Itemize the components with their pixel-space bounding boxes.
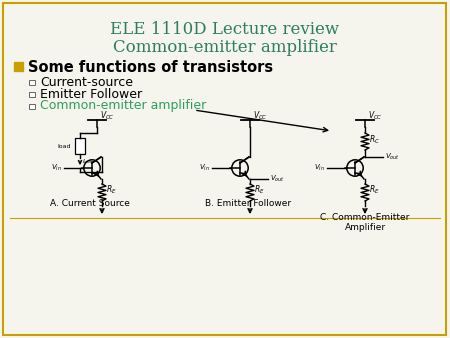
Text: $V_{in}$: $V_{in}$ [51,163,62,173]
Text: $V_{CC}$: $V_{CC}$ [100,109,115,121]
Text: $V_{in}$: $V_{in}$ [314,163,325,173]
Text: $R_E$: $R_E$ [106,183,117,195]
Text: $V_{CC}$: $V_{CC}$ [253,109,268,121]
Text: Current-source: Current-source [40,75,133,89]
Text: $V_{CC}$: $V_{CC}$ [368,109,382,121]
Text: $R_E$: $R_E$ [254,183,265,195]
Text: $R_E$: $R_E$ [369,183,380,195]
Text: Emitter Follower: Emitter Follower [40,88,142,100]
Bar [75,138,85,154]
Text: $V_{out}$: $V_{out}$ [385,152,400,162]
Text: Some functions of transistors: Some functions of transistors [28,59,273,74]
Text: Common-emitter amplifier: Common-emitter amplifier [40,99,206,113]
Text: B. Emitter Follower: B. Emitter Follower [205,199,291,208]
Bar [29,92,35,97]
FancyBboxPatch shape [3,3,446,335]
Text: C. Common-Emitter
Amplifier: C. Common-Emitter Amplifier [320,213,410,233]
Text: ELE 1110D Lecture review: ELE 1110D Lecture review [110,22,340,39]
Text: $V_{in}$: $V_{in}$ [199,163,210,173]
Bar [14,62,23,71]
Text: $V_{out}$: $V_{out}$ [270,174,285,184]
Bar [29,103,35,109]
Text: load: load [58,144,71,148]
Text: $R_C$: $R_C$ [369,133,380,145]
Text: A. Current Source: A. Current Source [50,199,130,208]
Text: $I_{out}$: $I_{out}$ [82,157,93,166]
Text: Common-emitter amplifier: Common-emitter amplifier [113,39,337,55]
Bar [29,79,35,85]
